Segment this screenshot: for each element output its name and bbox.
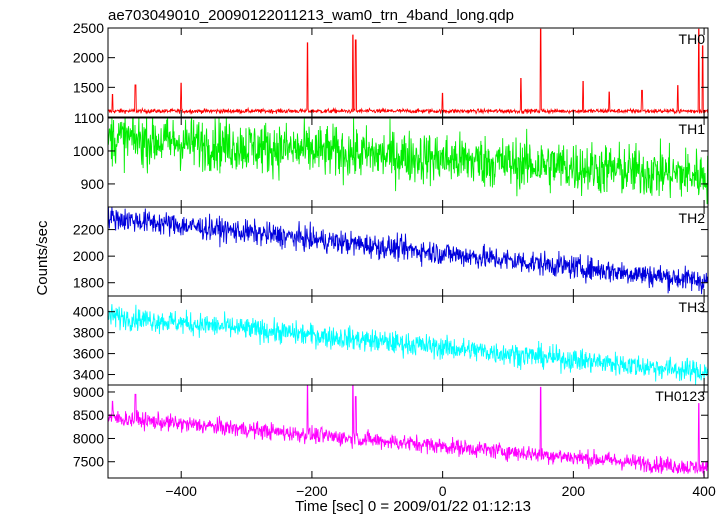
panel-th2: 1800 2000 2200 TH2 xyxy=(73,206,709,297)
panel-label: TH0 xyxy=(679,31,706,47)
panels-group: 150020002500TH090010001100TH118002000220… xyxy=(73,20,716,499)
panel-frame xyxy=(107,27,709,118)
y-tick-label: 9000 xyxy=(73,384,104,400)
y-tick-label: 3800 xyxy=(73,325,104,341)
series-line-th0 xyxy=(108,28,708,115)
series-line-th0123 xyxy=(108,385,708,477)
x-tick-label: 0 xyxy=(439,483,447,499)
x-tick-label: −400 xyxy=(165,483,197,499)
y-tick-label: 4000 xyxy=(73,304,104,320)
y-tick-label: 1000 xyxy=(73,143,104,159)
x-axis-label: Time [sec] 0 = 2009/01/22 01:12:13 xyxy=(295,498,531,515)
series-line-th1 xyxy=(108,118,708,205)
y-axis-label: Counts/sec xyxy=(34,220,51,296)
panel-th3: 3400 3600 3800 4000 TH3 xyxy=(73,295,709,386)
series-line-th3 xyxy=(108,304,708,385)
y-tick-label: 1100 xyxy=(74,110,104,126)
panel-label: TH1 xyxy=(679,121,706,137)
x-tick-label: 200 xyxy=(562,483,586,499)
panel-th0: 1500 2000 2500 TH0 xyxy=(73,20,709,118)
y-tick-label: 7500 xyxy=(73,454,104,470)
y-tick-label: 8500 xyxy=(73,407,104,423)
series-line-th2 xyxy=(108,207,708,295)
x-tick-label: −200 xyxy=(296,483,328,499)
panel-label: TH0123 xyxy=(655,388,705,404)
y-tick-label: 3400 xyxy=(73,367,104,383)
x-tick-label: 400 xyxy=(692,483,716,499)
y-tick-label: 1800 xyxy=(73,275,104,291)
y-tick-label: 900 xyxy=(81,176,105,192)
panel-label: TH2 xyxy=(679,210,706,226)
panel-th0123: 7500 8000 8500 9000 TH0123 xyxy=(73,384,709,479)
y-tick-label: 8000 xyxy=(73,430,104,446)
panel-frame xyxy=(107,384,709,479)
y-tick-label: 1500 xyxy=(73,79,104,95)
chart-title: ae703049010_20090122011213_wam0_trn_4ban… xyxy=(108,7,514,24)
y-tick-label: 3600 xyxy=(73,346,104,362)
y-tick-label: 2500 xyxy=(73,20,104,36)
y-tick-label: 2000 xyxy=(73,50,104,66)
panel-label: TH3 xyxy=(679,299,706,315)
y-tick-label: 2000 xyxy=(73,248,104,264)
y-tick-label: 2200 xyxy=(73,222,104,238)
